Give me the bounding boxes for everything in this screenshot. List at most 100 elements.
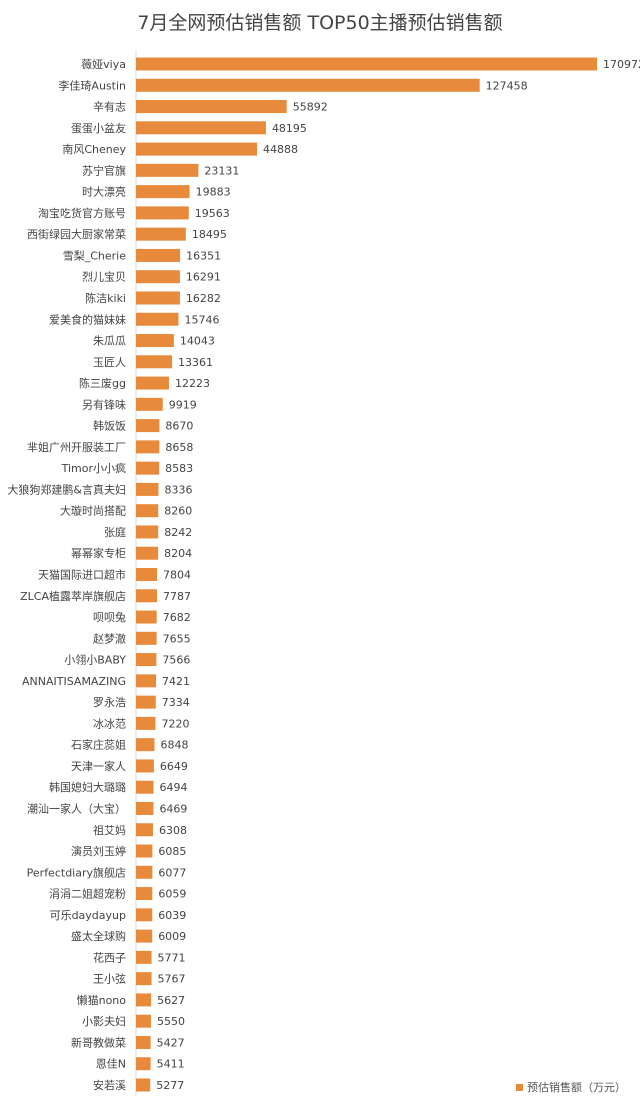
- category-label: 李佳琦Austin: [58, 78, 126, 92]
- category-label: 玉匠人: [93, 356, 126, 369]
- data-label: 7655: [163, 632, 191, 645]
- category-label: 天津一家人: [71, 759, 126, 773]
- bar: [136, 397, 163, 411]
- category-label: 蛋蛋小盆友: [71, 121, 126, 135]
- bar: [136, 334, 174, 348]
- bar: [136, 695, 156, 709]
- bar: [136, 482, 159, 496]
- category-label: 大璇时尚搭配: [60, 504, 126, 518]
- bar: [136, 100, 287, 114]
- data-label: 8242: [164, 526, 192, 539]
- bar: [136, 716, 156, 730]
- category-label: 王小弦: [93, 972, 126, 986]
- chart-title: 7月全网预估销售额 TOP50主播预估销售额: [137, 12, 503, 34]
- bar: [136, 546, 159, 560]
- bar: [136, 227, 186, 241]
- data-label: 6039: [158, 909, 186, 922]
- bar: [136, 440, 160, 454]
- category-label: Perfectdiary旗舰店: [27, 865, 126, 879]
- data-label: 7421: [162, 675, 190, 688]
- bar: [136, 950, 152, 964]
- category-label: 天猫国际进口超市: [38, 568, 126, 582]
- bar: [136, 631, 157, 645]
- category-label: 祖艾妈: [93, 823, 126, 837]
- category-label: 盛太全球购: [71, 929, 126, 943]
- category-label: 芈姐广州开服装工厂: [27, 440, 126, 454]
- data-label: 5411: [157, 1058, 185, 1071]
- data-label: 19883: [196, 186, 231, 199]
- legend: 预估销售额（万元）: [516, 1079, 626, 1095]
- category-label: 韩饭饭: [93, 419, 126, 433]
- category-label: ZLCA植露萃岸旗舰店: [20, 589, 126, 603]
- data-label: 6077: [158, 866, 186, 879]
- category-label: 另有锋味: [82, 397, 126, 411]
- data-label: 127458: [486, 79, 528, 92]
- bar: [136, 78, 480, 92]
- data-label: 5550: [157, 1015, 185, 1028]
- data-label: 9919: [169, 398, 197, 411]
- data-label: 8658: [165, 441, 193, 454]
- category-label: 辛有志: [93, 100, 126, 114]
- data-label: 6009: [158, 930, 186, 943]
- data-label: 8670: [165, 420, 193, 433]
- bar: [136, 823, 154, 837]
- category-label: 冰冰范: [93, 716, 126, 730]
- bar: [136, 525, 159, 539]
- bar: [136, 121, 266, 135]
- data-label: 7334: [162, 696, 190, 709]
- bar: [136, 993, 152, 1007]
- bar: [136, 844, 153, 858]
- category-label: 赵梦澈: [93, 631, 126, 645]
- bar: [136, 908, 153, 922]
- category-label: 小影夫妇: [82, 1015, 126, 1028]
- bar: [136, 759, 154, 773]
- bar: [136, 1057, 151, 1071]
- category-label: 演员刘玉婷: [71, 844, 126, 858]
- category-label: 雪梨_Cherie: [63, 248, 126, 262]
- data-label: 6649: [160, 760, 188, 773]
- bar: [136, 206, 189, 220]
- data-label: 16351: [186, 249, 221, 262]
- data-label: 14043: [180, 335, 215, 348]
- bar: [136, 1014, 151, 1028]
- bar: [136, 312, 179, 326]
- data-label: 12223: [175, 377, 210, 390]
- bar: [136, 419, 160, 433]
- data-label: 44888: [263, 143, 298, 156]
- data-label: 55892: [293, 101, 328, 114]
- bar: [136, 1078, 151, 1092]
- category-label: 可乐daydayup: [50, 909, 126, 922]
- category-label: 薇娅viya: [81, 57, 126, 71]
- bar: [136, 738, 155, 752]
- category-label: 时大漂亮: [82, 185, 126, 199]
- data-label: 5771: [158, 951, 186, 964]
- bar: [136, 185, 190, 199]
- data-label: 5627: [157, 994, 185, 1007]
- category-label: 陈洁kiki: [85, 291, 126, 305]
- bar: [136, 610, 157, 624]
- data-label: 6494: [160, 781, 188, 794]
- category-label: 淘宝吃货官方账号: [38, 206, 126, 220]
- data-label: 8204: [164, 547, 192, 560]
- data-label: 16291: [186, 271, 221, 284]
- category-label: 小翎小BABY: [64, 653, 126, 667]
- data-label: 6308: [159, 824, 187, 837]
- data-label: 18495: [192, 228, 227, 241]
- bar: [136, 865, 153, 879]
- legend-swatch: [516, 1083, 523, 1091]
- data-label: 7682: [163, 611, 191, 624]
- bar: [136, 163, 199, 177]
- bar: [136, 291, 180, 305]
- data-label: 16282: [186, 292, 221, 305]
- bar: [136, 972, 152, 986]
- category-label: 大狼狗郑建鹏&言真夫妇: [7, 482, 126, 496]
- data-label: 7804: [163, 569, 191, 582]
- data-label: 23131: [204, 164, 239, 177]
- category-label: 石家庄蕊姐: [71, 738, 126, 752]
- data-label: 7787: [163, 590, 191, 603]
- category-label: 烈儿宝贝: [82, 270, 126, 284]
- legend-label: 预估销售额（万元）: [527, 1081, 626, 1094]
- data-label: 5427: [157, 1036, 185, 1049]
